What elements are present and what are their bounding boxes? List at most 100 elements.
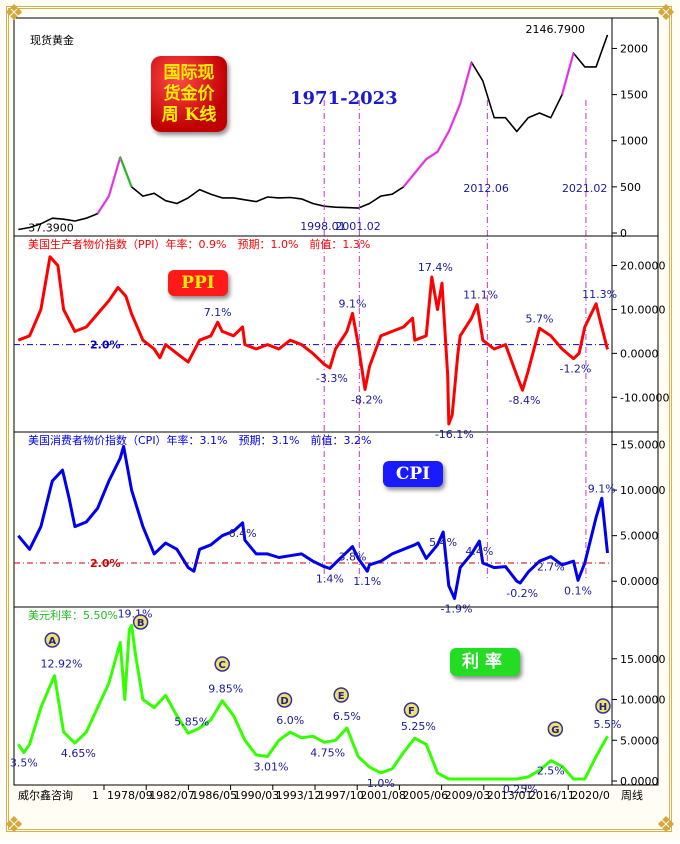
ppi-data-label: -1.2% — [559, 363, 591, 376]
rate-data-label: 2.5% — [537, 765, 565, 778]
x-tick-label: 1978/09 — [107, 789, 153, 802]
rate-data-label: 0.25% — [503, 783, 538, 796]
x-tick-label: 1993/12 — [276, 789, 322, 802]
rate-marker-label: H — [599, 702, 607, 713]
y-tick-label: 15.0000 — [620, 439, 666, 452]
y-tick-label: 0.0000 — [620, 347, 659, 360]
rate-data-label: 5.5% — [593, 718, 621, 731]
event-vline-label: 2021.02 — [562, 182, 608, 195]
rate-marker — [595, 698, 611, 714]
x-tick-label: 2020/0 — [571, 789, 610, 802]
y-tick-label: 2000 — [620, 42, 648, 55]
event-vline-label: 2001.02 — [335, 220, 381, 233]
ppi-series-line — [17, 255, 609, 426]
x-tick-label: 2016/11 — [529, 789, 575, 802]
gold-title-badge: 国际现 货金价 周 K线 — [151, 56, 227, 132]
cpi-title: 美国消费者物价指数（CPI）年率：3.1% 预期：3.1% 前值：3.2% — [28, 433, 371, 447]
ppi-data-label: 5.7% — [525, 312, 553, 325]
cpi-data-label: 1.1% — [353, 575, 381, 588]
x-tick-label: 2009/03 — [445, 789, 491, 802]
cpi-data-label: 6.4% — [229, 527, 257, 540]
ppi-data-label: -16.1% — [435, 428, 474, 441]
corner-ornament-icon: ❖ — [656, 1, 676, 26]
cpi-data-label: -1.9% — [441, 603, 473, 616]
gold-trend-highlight — [96, 156, 122, 215]
x-tick-label: 1986/05 — [191, 789, 237, 802]
ppi-data-label: -3.3% — [316, 372, 348, 385]
rate-series-line — [17, 623, 609, 781]
rate-marker — [132, 614, 149, 630]
x-tick-label: 1982/07 — [149, 789, 195, 802]
ppi-pill-label: PPI — [168, 270, 228, 296]
rate-marker — [276, 692, 293, 708]
rate-title: 美元利率：5.50% — [28, 608, 118, 622]
rate-data-label: 12.92% — [41, 658, 83, 671]
y-tick-label: 1500 — [620, 89, 648, 102]
y-tick-label: 10.0000 — [620, 694, 666, 707]
rate-data-label: 3.01% — [254, 760, 289, 773]
corner-ornament-icon: ❖ — [656, 813, 676, 838]
cpi-data-label: 9.1% — [588, 482, 616, 495]
cpi-pill-label: CPI — [383, 461, 443, 487]
ppi-data-label: 7.1% — [204, 306, 232, 319]
rate-marker-label: C — [219, 660, 226, 671]
ppi-data-label: 11.1% — [463, 289, 498, 302]
event-vline-label: 2012.06 — [463, 182, 509, 195]
y-tick-label: 5.0000 — [620, 734, 659, 747]
rate-data-label: 4.75% — [310, 746, 345, 759]
y-tick-label: -10.0000 — [620, 391, 669, 404]
rate-marker — [403, 702, 420, 718]
rate-marker — [214, 656, 230, 672]
source-label: 威尔鑫咨询 — [18, 788, 73, 802]
badge-line: 周 K线 — [161, 105, 217, 125]
plot-area — [13, 17, 659, 786]
gold-data-label: 2146.7900 — [525, 23, 585, 36]
rate-marker-label: G — [551, 725, 559, 736]
reference-label: 2.0% — [90, 557, 121, 570]
reference-label: 2.0% — [90, 339, 121, 352]
corner-ornament-icon: ❖ — [4, 813, 24, 838]
gold-trend-highlight — [402, 61, 473, 188]
badge-line: 国际现 — [163, 63, 215, 83]
rate-marker-label: E — [338, 691, 345, 702]
y-tick-label: 10.0000 — [620, 303, 666, 316]
y-tick-label: 10.0000 — [620, 484, 666, 497]
rate-data-label: 6.0% — [276, 714, 304, 727]
rate-marker — [547, 721, 564, 737]
x-tick-label: 1997/10 — [318, 789, 364, 802]
y-tick-label: 0.0000 — [620, 575, 659, 588]
y-tick-label: 0.0000 — [620, 775, 659, 788]
rate-data-label: 1.0% — [367, 777, 395, 790]
rate-marker-label: B — [137, 618, 145, 629]
event-vline-label: 1998.01 — [300, 220, 346, 233]
gold-trend-highlight — [119, 156, 133, 188]
period-label: 周线 — [621, 788, 643, 802]
rate-data-label: 5.25% — [401, 720, 436, 733]
x-tick-label: 2013/01 — [487, 789, 533, 802]
rate-data-label: 5.85% — [174, 715, 209, 728]
badge-line: 货金价 — [163, 84, 215, 104]
ppi-title: 美国生产者物价指数（PPI）年率：0.9% 预期：1.0% 前值：1.3% — [28, 237, 370, 251]
ppi-data-label: 9.1% — [339, 297, 367, 310]
year-span-label: 1971-2023 — [290, 88, 398, 109]
ppi-data-label: -8.4% — [508, 394, 540, 407]
ppi-data-label: 11.3% — [582, 288, 617, 301]
cpi-data-label: 2.7% — [537, 561, 565, 574]
rate-data-label: 6.5% — [333, 710, 361, 723]
corner-ornament-icon: ❖ — [4, 1, 24, 26]
rate-marker-label: F — [408, 706, 415, 717]
x-tick-label: 1990/03 — [234, 789, 280, 802]
cpi-data-label: 5.4% — [429, 536, 457, 549]
ppi-data-label: -8.2% — [351, 393, 383, 406]
gold-trend-highlight — [560, 52, 575, 95]
y-tick-label: 5.0000 — [620, 530, 659, 543]
rate-data-label: 3.5% — [10, 756, 38, 769]
cpi-series-line — [17, 444, 609, 600]
ppi-data-label: 17.4% — [418, 261, 453, 274]
rate-data-label: 9.85% — [208, 683, 243, 696]
y-tick-label: 500 — [620, 181, 641, 194]
rate-marker — [44, 632, 61, 648]
cpi-data-label: 1.4% — [316, 572, 344, 585]
